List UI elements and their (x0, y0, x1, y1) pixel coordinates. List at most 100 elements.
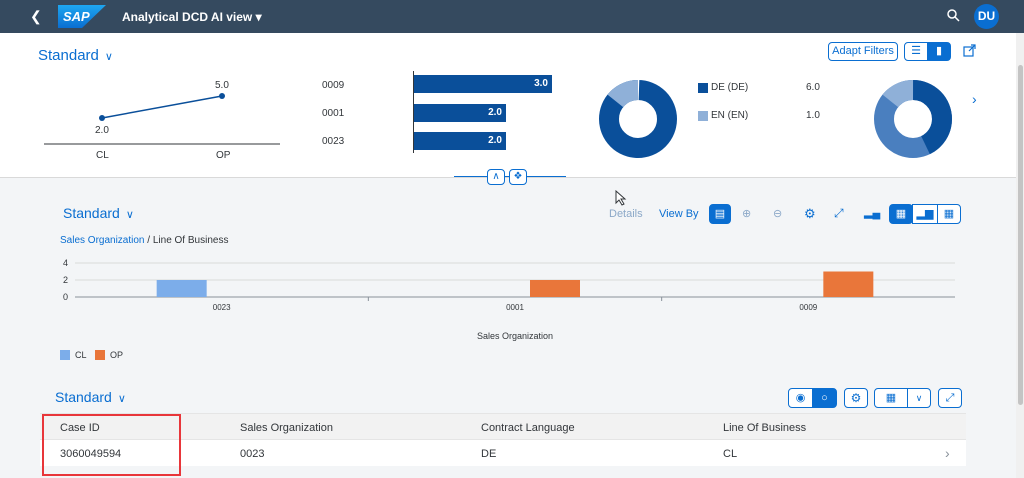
search-icon[interactable] (946, 8, 960, 22)
eye-icon: ◉ (795, 392, 806, 404)
compact-filters-toggle[interactable]: ☰ (904, 42, 928, 61)
column-header-contract-language[interactable]: Contract Language (481, 422, 575, 434)
donut-chart-line-of-business[interactable] (873, 79, 953, 159)
breadcrumb-current: Line Of Business (152, 235, 229, 246)
bar-chart-icon: ▂▆ (916, 208, 934, 220)
chevron-down-icon: ∨ (117, 393, 126, 405)
bar-op-0009[interactable] (823, 271, 874, 298)
chevron-right-icon[interactable]: › (972, 91, 977, 107)
line-point-label-op: 5.0 (215, 80, 229, 91)
list-icon: ☰ (911, 45, 921, 57)
highlight-box (42, 414, 181, 476)
line-point-label-cl: 2.0 (95, 125, 109, 136)
cell-contract-language: DE (481, 448, 497, 460)
bar-0009[interactable]: 3.0 (414, 75, 552, 93)
bar-0001[interactable]: 2.0 (414, 104, 506, 122)
chart-view-button[interactable]: ▂▆ (912, 204, 938, 224)
adapt-filters-button[interactable]: Adapt Filters (828, 42, 898, 61)
settings-icon: ⚙ (850, 391, 862, 405)
table-icon: ▦ (943, 208, 955, 220)
x-tick-label: 0023 (213, 303, 231, 312)
row-navigation-icon[interactable]: › (945, 445, 950, 461)
fullscreen-icon[interactable]: ⤢ (834, 206, 844, 220)
y-tick-label: 2 (63, 275, 68, 285)
x-axis-title: Sales Organization (477, 331, 553, 341)
show-details-button[interactable]: ◉ (788, 388, 813, 408)
app-title: Analytical DCD AI view (122, 10, 253, 24)
table-variant-selector[interactable]: Standard ∨ (55, 389, 126, 405)
filter-header: Standard ∨ Adapt Filters ☰ ▮ 2.0 5.0 CL O… (0, 33, 1016, 185)
back-icon[interactable]: ❮ (30, 8, 42, 24)
breadcrumb-link-sales-organization[interactable]: Sales Organization (60, 235, 145, 246)
bar-chart-icon: ▮ (935, 45, 943, 57)
collapse-header-button[interactable]: ∧ (487, 169, 505, 185)
fullscreen-icon: ⤢ (945, 392, 955, 404)
zoom-in-icon[interactable]: ⊕ (742, 208, 752, 220)
chart-type-icon[interactable]: ▂▄ (864, 207, 881, 219)
legend-swatch-cl (60, 350, 70, 360)
cell-line-of-business: CL (723, 448, 738, 460)
chart-variant-selector[interactable]: Standard ∨ (63, 205, 134, 221)
eye-slash-icon: ○ (821, 392, 828, 404)
shell-bar: ❮ SAP Analytical DCD AI view ▾ DU (0, 0, 1024, 33)
y-tick-label: 0 (63, 292, 68, 302)
legend-label-op: OP (110, 350, 124, 360)
chevron-down-icon: ∨ (104, 51, 113, 63)
line-x-label-op: OP (216, 150, 231, 161)
legend-label-cl: CL (75, 350, 87, 360)
zoom-out-icon[interactable]: ⊖ (773, 208, 783, 220)
cell-sales-organization: 0023 (240, 448, 265, 460)
bar-0023[interactable]: 2.0 (414, 132, 506, 150)
pin-header-button[interactable]: ❖ (509, 169, 527, 185)
cell-case-id: 3060049594 (60, 448, 122, 460)
app-title-menu[interactable]: Analytical DCD AI view ▾ (122, 10, 262, 24)
legend-swatch-op (95, 350, 105, 360)
settings-icon[interactable]: ⚙ (804, 206, 816, 221)
export-button[interactable]: ▦ (874, 388, 908, 408)
variant-label: Standard (63, 205, 120, 221)
bar-op-0001[interactable] (530, 280, 580, 297)
visual-filters-toggle[interactable]: ▮ (927, 42, 951, 61)
column-header-sales-organization[interactable]: Sales Organization (240, 422, 333, 434)
sap-logo[interactable]: SAP (58, 5, 106, 28)
variant-label: Standard (38, 47, 99, 64)
main-bar-chart[interactable]: 0 2 4 0023 0001 0009 Sales Organization (55, 255, 965, 355)
header-variant-selector[interactable]: Standard ∨ (38, 47, 113, 64)
column-header-line-of-business[interactable]: Line Of Business (723, 422, 807, 434)
table-row[interactable]: 3060049594 0023 DE CL › (40, 440, 966, 466)
bar-label-0023: 0023 (322, 136, 345, 147)
y-tick-label: 4 (63, 258, 68, 268)
column-header-case-id[interactable]: Case ID (60, 422, 100, 434)
legend-toggle-button[interactable]: ▤ (709, 204, 731, 224)
view-by-button[interactable]: View By (659, 208, 699, 220)
share-icon[interactable] (963, 44, 976, 57)
details-button[interactable]: Details (609, 208, 643, 220)
chevron-down-icon: ∨ (915, 393, 923, 403)
table-fullscreen-button[interactable]: ⤢ (938, 388, 962, 408)
bar-cl-0023[interactable] (156, 280, 207, 297)
pin-icon: ❖ (513, 171, 523, 182)
mouse-cursor-icon (615, 190, 627, 206)
legend-value-en: 1.0 (806, 110, 820, 121)
line-x-label-cl: CL (96, 150, 109, 161)
variant-label: Standard (55, 389, 112, 405)
table-header: Case ID Sales Organization Contract Lang… (40, 413, 966, 440)
export-icon: ▦ (885, 392, 897, 404)
chart-table-icon: ▦ (895, 208, 907, 220)
line-chart-filter[interactable] (40, 77, 285, 163)
chevron-down-icon: ∨ (125, 209, 134, 221)
legend-swatch-de (698, 83, 708, 93)
chart-and-table-view-button[interactable]: ▦ (889, 204, 913, 224)
export-menu-button[interactable]: ∨ (907, 388, 931, 408)
table-settings-button[interactable]: ⚙ (844, 388, 868, 408)
scrollbar-thumb[interactable] (1018, 65, 1023, 405)
avatar[interactable]: DU (974, 4, 999, 29)
legend-icon: ▤ (714, 208, 726, 220)
breadcrumb-separator: / (144, 235, 153, 246)
donut-chart-language[interactable] (598, 79, 678, 159)
bar-label-0001: 0001 (322, 108, 345, 119)
hide-details-button[interactable]: ○ (812, 388, 837, 408)
legend-swatch-en (698, 111, 708, 121)
bar-axis (413, 71, 414, 153)
table-view-button[interactable]: ▦ (937, 204, 961, 224)
